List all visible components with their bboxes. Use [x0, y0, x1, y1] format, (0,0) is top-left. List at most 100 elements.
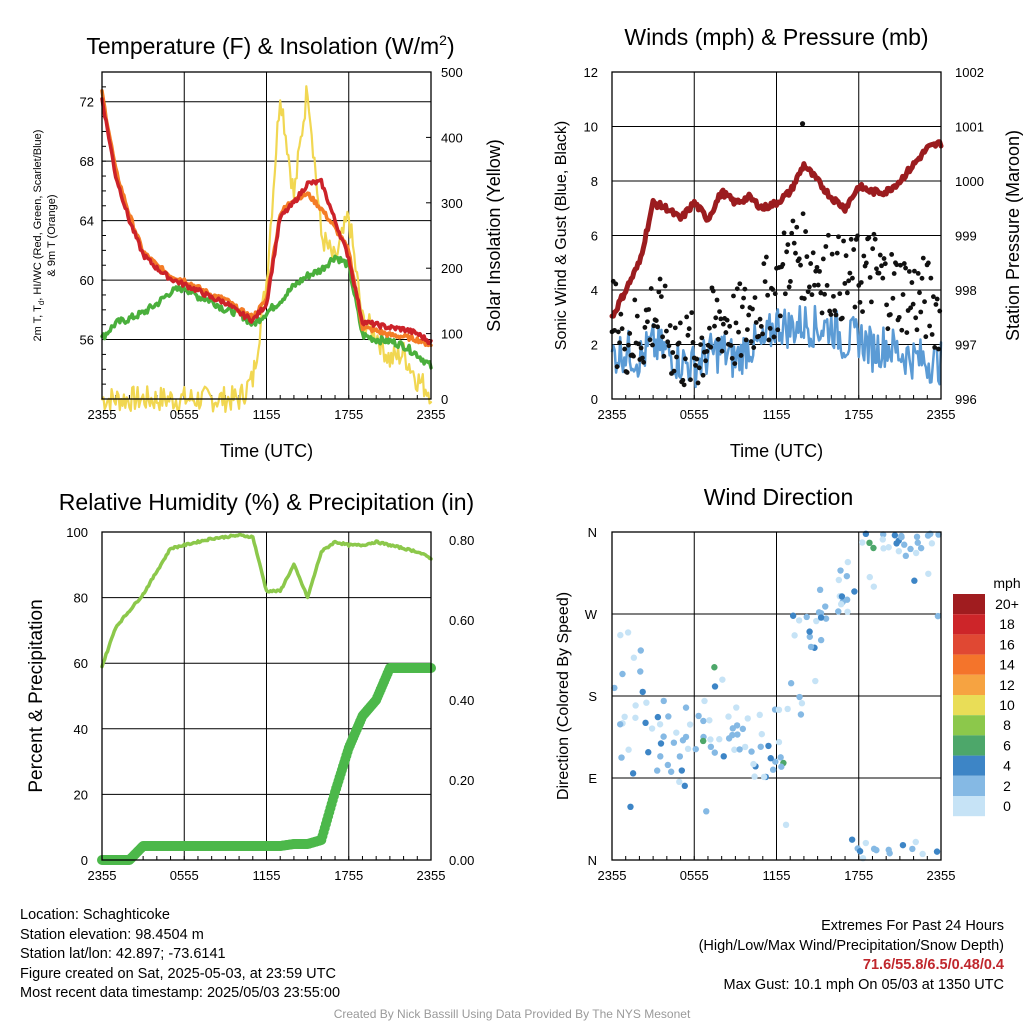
- y2-tick-label: 0: [441, 392, 448, 407]
- x-tick-label: 2355: [598, 407, 627, 422]
- gust-point: [818, 290, 824, 296]
- wind-direction-point: [844, 608, 851, 616]
- y2-tick-label: 0.20: [449, 773, 474, 788]
- wind-direction-point: [707, 743, 715, 751]
- gust-point: [690, 340, 696, 345]
- gust-point: [632, 297, 638, 303]
- gust-point: [823, 244, 829, 249]
- legend-label: 6: [1003, 737, 1011, 753]
- extremes-values: 71.6/55.8/6.5/0.48/0.4: [862, 957, 1004, 973]
- wind-direction-point: [703, 808, 710, 815]
- gust-point: [870, 246, 876, 252]
- gust-point: [876, 270, 882, 276]
- gust-point: [807, 284, 812, 290]
- wind-direction-point: [795, 617, 803, 624]
- wind-direction-point: [778, 763, 785, 770]
- y-tick-label: 60: [80, 273, 94, 288]
- gust-point: [909, 280, 915, 285]
- wind-direction-point: [806, 628, 813, 635]
- y-axis-label: Percent & Precipitation: [26, 599, 47, 792]
- station-latlon: Station lat/lon: 42.897; -73.6141: [20, 946, 226, 962]
- gust-point: [784, 249, 790, 255]
- panel-0-border: [101, 71, 432, 400]
- wind-direction-point: [720, 753, 727, 760]
- gust-point: [885, 326, 891, 332]
- gust-point: [805, 289, 811, 295]
- wind-direction-point: [657, 753, 664, 760]
- y-tick-label: 2: [591, 338, 598, 353]
- gust-point: [925, 260, 931, 266]
- gust-point: [824, 283, 830, 288]
- gust-point: [858, 280, 864, 285]
- wind-direction-point: [812, 677, 819, 685]
- wind-direction-point: [912, 549, 920, 557]
- gust-point: [698, 342, 703, 348]
- gust-point: [758, 323, 764, 329]
- wind-direction-point: [611, 684, 618, 692]
- wind-direction-point: [619, 670, 626, 678]
- y2-tick-label: 100: [441, 327, 463, 342]
- wind-direction-point: [866, 539, 873, 547]
- wind-direction-point: [642, 719, 649, 727]
- gust-point: [794, 224, 800, 230]
- gust-point: [808, 261, 814, 266]
- wind-direction-point: [756, 711, 763, 719]
- wind-direction-point: [879, 536, 887, 543]
- gust-point: [814, 264, 820, 270]
- gust-point: [720, 321, 726, 327]
- gust-point: [837, 291, 843, 297]
- legend-swatch: [953, 715, 985, 736]
- panel-title-temperature: Temperature (F) & Insolation (W/m2): [86, 32, 454, 59]
- wind-direction-point: [711, 664, 718, 671]
- wind-direction-point: [711, 749, 718, 756]
- gust-point: [750, 306, 755, 312]
- gust-point: [810, 250, 816, 256]
- gust-point: [613, 281, 619, 287]
- panel-title-winds: Winds (mph) & Pressure (mb): [624, 24, 928, 50]
- gust-point: [671, 368, 677, 374]
- wind-direction-point: [767, 755, 774, 762]
- gust-point: [922, 299, 927, 305]
- wind-direction-point: [692, 745, 699, 753]
- gust-point: [871, 231, 877, 237]
- y2-tick-label: 500: [441, 65, 463, 80]
- gust-point: [917, 290, 922, 296]
- y-tick-label: 20: [74, 787, 88, 802]
- wind-direction-point: [898, 533, 905, 541]
- gust-point: [622, 346, 628, 352]
- wind-direction-point: [775, 706, 783, 714]
- wind-direction-point: [648, 725, 656, 732]
- x-tick-label: 0555: [170, 868, 199, 883]
- gust-point: [843, 253, 849, 259]
- wind-direction-point: [645, 749, 652, 756]
- gust-point: [861, 253, 867, 259]
- gust-point: [746, 312, 752, 318]
- wind-direction-point: [765, 742, 772, 750]
- gust-point: [851, 247, 857, 252]
- gust-point: [872, 236, 878, 242]
- x-tick-label: 2355: [927, 407, 956, 422]
- wind-direction-point: [637, 647, 644, 654]
- gust-point: [863, 260, 869, 266]
- gust-point: [660, 334, 666, 340]
- gust-point: [681, 382, 687, 388]
- gust-point: [846, 278, 852, 284]
- wind-direction-point: [632, 714, 639, 721]
- gust-point: [761, 261, 767, 267]
- gust-point: [742, 286, 748, 292]
- wind-direction-point: [630, 654, 638, 661]
- wind-direction-point: [891, 532, 899, 539]
- max-gust-text: Max Gust: 10.1 mph On 05/03 at 1350 UTC: [723, 976, 1004, 993]
- gust-point: [928, 275, 934, 281]
- wind-direction-point: [914, 539, 921, 546]
- figure-created-time: Figure created on Sat, 2025-05-03, at 23…: [20, 965, 336, 982]
- gust-point: [744, 327, 750, 333]
- gust-point: [729, 355, 735, 361]
- gust-point: [777, 313, 783, 319]
- gust-point: [719, 348, 725, 354]
- y-tick-label: 80: [74, 591, 88, 606]
- gust-point: [733, 320, 739, 326]
- wind-direction-point: [919, 850, 926, 858]
- wind-direction-point: [817, 636, 825, 644]
- wind-direction-point: [873, 846, 880, 854]
